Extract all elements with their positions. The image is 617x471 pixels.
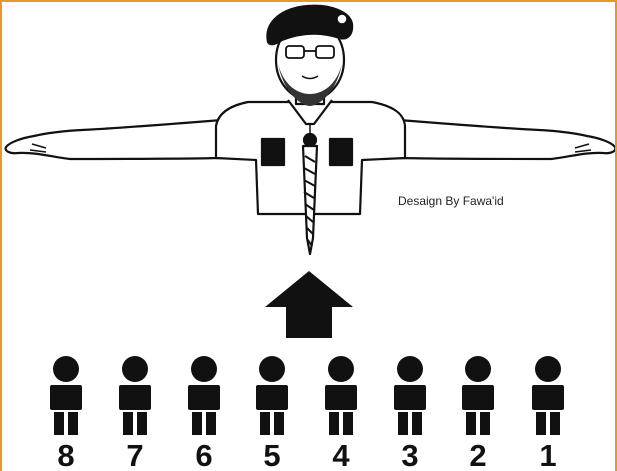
standing-person-icon xyxy=(462,356,494,435)
member-number: 8 xyxy=(57,438,75,471)
scout-leader-icon xyxy=(4,4,615,256)
member-number: 4 xyxy=(332,438,350,471)
member-row xyxy=(50,356,564,435)
standing-person-icon xyxy=(119,356,151,435)
member-number: 3 xyxy=(401,438,419,471)
member-number: 5 xyxy=(263,438,281,471)
standing-person-icon xyxy=(394,356,426,435)
standing-person-icon xyxy=(325,356,357,435)
standing-person-icon xyxy=(188,356,220,435)
designer-credit: Desaign By Fawa'id xyxy=(398,194,504,208)
member-number: 7 xyxy=(126,438,144,471)
standing-person-icon xyxy=(532,356,564,435)
member-number: 6 xyxy=(195,438,213,471)
member-number: 1 xyxy=(539,438,557,471)
standing-person-icon xyxy=(256,356,288,435)
standing-person-icon xyxy=(50,356,82,435)
member-number: 2 xyxy=(469,438,487,471)
up-arrow-icon xyxy=(265,271,353,338)
